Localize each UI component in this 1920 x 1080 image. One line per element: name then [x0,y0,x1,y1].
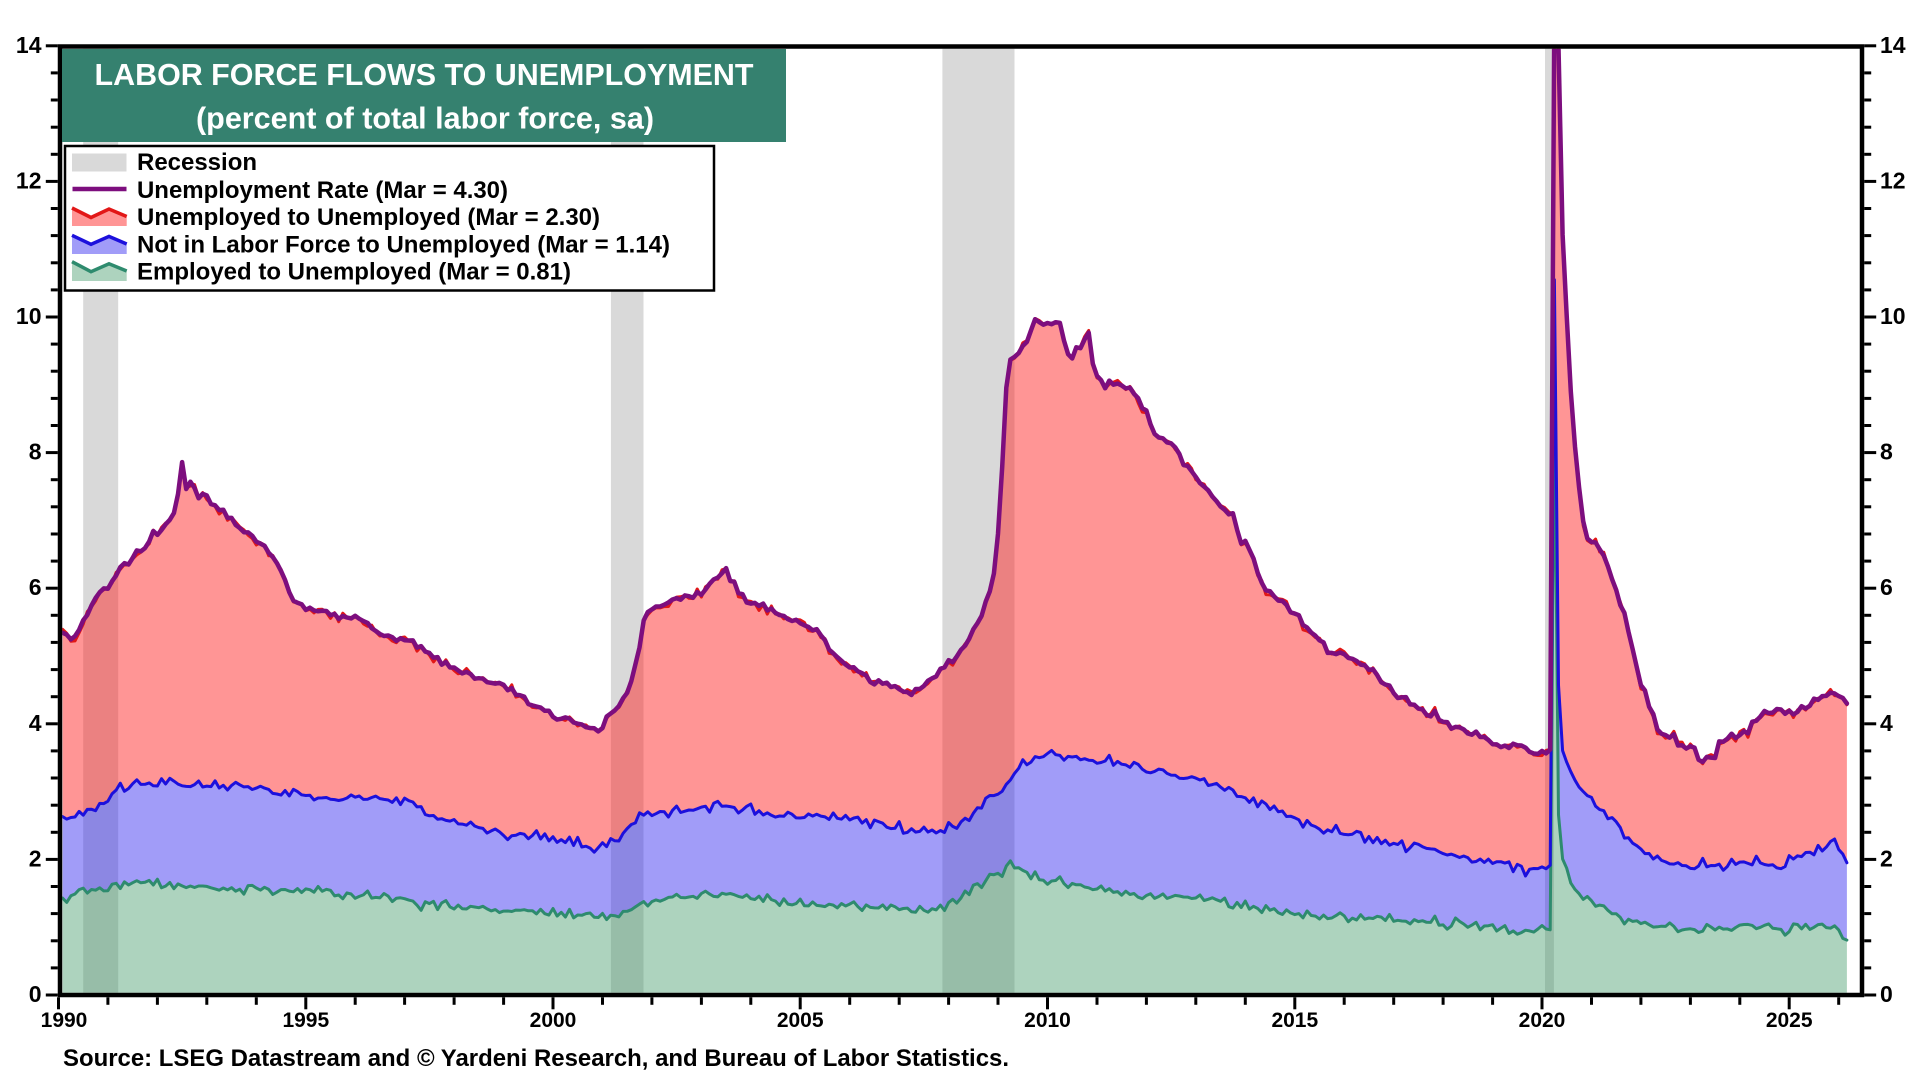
svg-text:0: 0 [29,981,42,1007]
svg-text:2: 2 [1880,845,1893,871]
svg-text:14: 14 [16,32,42,58]
svg-text:8: 8 [1880,439,1893,465]
svg-text:12: 12 [16,167,42,193]
svg-text:2: 2 [29,845,42,871]
svg-text:2015: 2015 [1271,1009,1318,1032]
svg-text:4: 4 [1880,710,1893,736]
svg-text:1990: 1990 [41,1009,88,1032]
svg-text:0: 0 [1880,981,1893,1007]
svg-text:6: 6 [1880,574,1893,600]
svg-text:4: 4 [29,710,42,736]
svg-text:12: 12 [1880,167,1906,193]
svg-text:6: 6 [29,574,42,600]
svg-text:2025: 2025 [1766,1009,1813,1032]
svg-text:Recession: Recession [137,149,257,176]
svg-text:2020: 2020 [1519,1009,1566,1032]
svg-text:10: 10 [16,303,42,329]
svg-text:LABOR FORCE FLOWS TO UNEMPLOYM: LABOR FORCE FLOWS TO UNEMPLOYMENT [95,58,754,92]
svg-text:8: 8 [29,439,42,465]
svg-text:14: 14 [1880,32,1906,58]
svg-text:Source: LSEG Datastream and ©: Source: LSEG Datastream and © Yardeni Re… [63,1045,1009,1072]
svg-text:Employed to Unemployed (Mar =: Employed to Unemployed (Mar = 0.81) [137,259,571,286]
svg-text:1995: 1995 [282,1009,329,1032]
svg-text:2010: 2010 [1024,1009,1071,1032]
svg-text:2005: 2005 [777,1009,824,1032]
svg-text:10: 10 [1880,303,1906,329]
svg-text:2000: 2000 [530,1009,577,1032]
svg-text:Not in Labor Force to Unemploy: Not in Labor Force to Unemployed (Mar = … [137,231,670,258]
svg-text:(percent of total labor force,: (percent of total labor force, sa) [196,102,654,136]
svg-text:Unemployment Rate (Mar = 4.30): Unemployment Rate (Mar = 4.30) [137,177,508,204]
svg-text:Unemployed to Unemployed (Mar: Unemployed to Unemployed (Mar = 2.30) [137,204,600,231]
